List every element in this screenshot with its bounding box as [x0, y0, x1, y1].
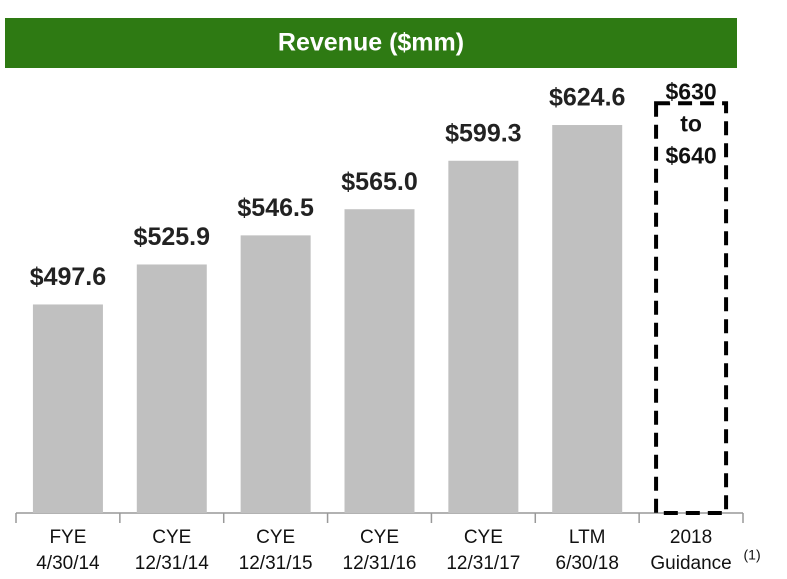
bar: [136, 264, 207, 513]
x-tick-label: CYE: [152, 527, 191, 548]
bar: [552, 125, 623, 513]
bar: [32, 304, 103, 513]
guidance-label: $630: [665, 78, 716, 104]
x-tick-label: 2018: [670, 527, 712, 548]
x-tick-label: 12/31/15: [239, 553, 313, 574]
title-banner: [5, 18, 737, 68]
x-tick-label: Guidance: [650, 553, 731, 574]
x-tick-label: 12/31/16: [343, 553, 417, 574]
value-label: $599.3: [445, 119, 521, 147]
x-tick-label: 12/31/17: [446, 553, 520, 574]
chart-title: Revenue ($mm): [278, 29, 464, 57]
x-tick-label: 12/31/14: [135, 553, 209, 574]
x-tick-label: 4/30/14: [36, 553, 100, 574]
x-tick-label: CYE: [464, 527, 503, 548]
value-label: $525.9: [134, 223, 210, 251]
x-tick-label: LTM: [569, 527, 606, 548]
x-tick-label: CYE: [360, 527, 399, 548]
value-label: $546.5: [237, 194, 314, 222]
bar: [448, 160, 519, 513]
guidance-label: $640: [665, 142, 716, 168]
x-tick-label: FYE: [49, 527, 86, 548]
guidance-label: to: [680, 110, 702, 136]
value-label: $565.0: [341, 168, 417, 196]
value-label: $624.6: [549, 84, 625, 112]
bar: [344, 209, 415, 513]
x-tick-label: 6/30/18: [556, 553, 619, 574]
footnote: (1): [744, 547, 761, 563]
x-tick-label: CYE: [256, 527, 295, 548]
bar: [240, 235, 311, 514]
guidance-range: [654, 101, 729, 516]
value-label: $497.6: [30, 263, 106, 291]
